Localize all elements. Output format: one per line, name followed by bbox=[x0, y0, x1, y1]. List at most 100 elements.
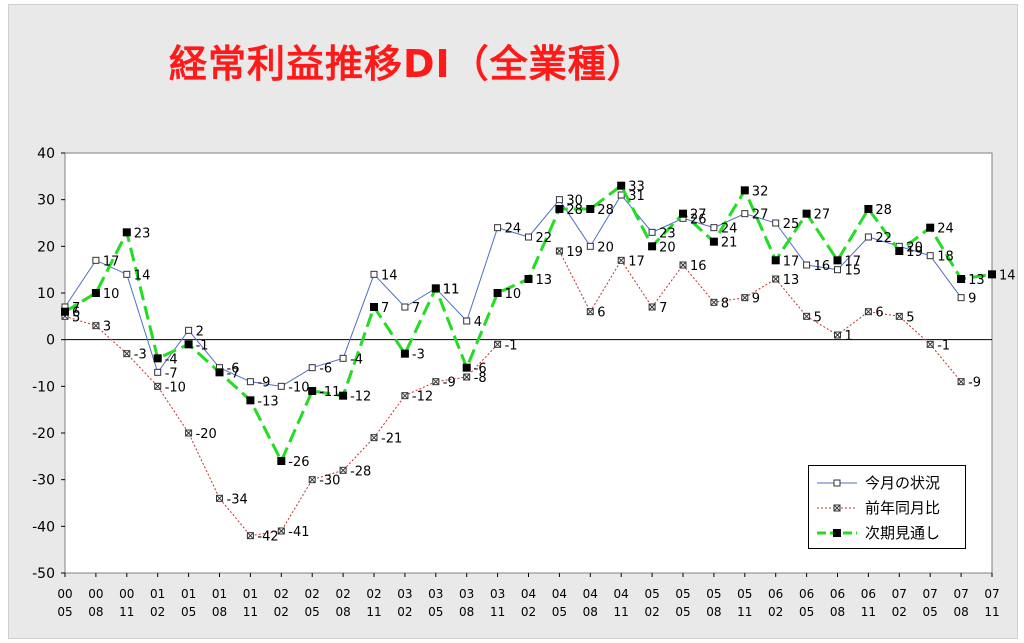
x-tick-label-month: 11 bbox=[984, 605, 999, 619]
data-point bbox=[308, 364, 316, 372]
data-label: -12 bbox=[350, 390, 371, 405]
legend: 今月の状況 前年同月比 次期見通し bbox=[808, 465, 966, 549]
data-point bbox=[525, 233, 532, 241]
data-point bbox=[926, 223, 935, 232]
data-label: -9 bbox=[443, 376, 456, 391]
x-tick-label-month: 05 bbox=[552, 605, 567, 619]
data-label: 33 bbox=[628, 180, 645, 195]
x-tick-label-month: 02 bbox=[892, 605, 907, 619]
data-label: 6 bbox=[875, 306, 883, 321]
data-point bbox=[895, 247, 904, 255]
data-point bbox=[740, 186, 749, 195]
data-label: 27 bbox=[690, 208, 707, 223]
x-tick-label-month: 08 bbox=[706, 605, 721, 619]
data-point bbox=[710, 224, 718, 232]
data-point bbox=[957, 294, 965, 302]
series-line bbox=[64, 194, 962, 387]
data-label: 20 bbox=[597, 240, 614, 255]
data-label: 14 bbox=[381, 268, 398, 283]
y-tick-label: 20 bbox=[37, 239, 55, 255]
data-point-cross bbox=[185, 429, 192, 437]
x-tick-label-month: 08 bbox=[583, 605, 598, 619]
chart-title: 経常利益推移DI（全業種） bbox=[169, 42, 646, 86]
data-label: 4 bbox=[474, 315, 482, 330]
x-tick-label-month: 11 bbox=[737, 605, 752, 619]
data-point-cross bbox=[308, 476, 316, 484]
data-point-cross bbox=[154, 382, 162, 390]
data-label: -10 bbox=[288, 380, 309, 395]
data-label: -8 bbox=[474, 371, 487, 386]
data-point bbox=[772, 219, 780, 227]
data-label: -10 bbox=[165, 380, 186, 395]
data-label: 28 bbox=[566, 203, 583, 218]
data-label: 13 bbox=[536, 273, 553, 288]
x-tick-label-month: 11 bbox=[243, 605, 258, 619]
data-point-cross bbox=[865, 308, 872, 316]
data-point bbox=[339, 391, 348, 400]
data-point bbox=[957, 275, 966, 283]
data-point-cross bbox=[957, 378, 965, 386]
data-point bbox=[308, 387, 317, 395]
data-label: -6 bbox=[227, 362, 240, 377]
series-line bbox=[558, 250, 962, 382]
data-label: -9 bbox=[968, 376, 981, 391]
data-label: 5 bbox=[72, 310, 80, 325]
data-label: 6 bbox=[597, 306, 605, 321]
data-label: 24 bbox=[505, 222, 522, 237]
data-label: 21 bbox=[721, 236, 738, 251]
x-tick-label-month: 02 bbox=[150, 605, 165, 619]
x-tick-label-year: 02 bbox=[366, 587, 381, 601]
data-point bbox=[586, 205, 595, 213]
data-point bbox=[153, 354, 162, 363]
data-label: 28 bbox=[597, 203, 614, 218]
data-label: 26 bbox=[690, 212, 707, 227]
x-tick-label-month: 05 bbox=[57, 605, 72, 619]
data-label: -42 bbox=[257, 530, 278, 545]
data-point bbox=[91, 289, 100, 297]
data-point bbox=[215, 368, 224, 377]
data-point-cross bbox=[216, 494, 223, 502]
x-tick-label-month: 02 bbox=[768, 605, 783, 619]
data-label: 19 bbox=[906, 245, 923, 260]
data-label: -13 bbox=[257, 394, 278, 409]
data-point-cross bbox=[617, 256, 625, 264]
data-label: 27 bbox=[814, 208, 831, 223]
x-tick-label-month: 05 bbox=[675, 605, 690, 619]
x-tick-label-month: 02 bbox=[521, 605, 536, 619]
x-tick-label-year: 02 bbox=[335, 587, 350, 601]
data-point bbox=[370, 303, 378, 311]
data-point bbox=[648, 242, 657, 251]
x-tick-label-year: 04 bbox=[583, 587, 598, 601]
data-point bbox=[154, 368, 162, 376]
data-point-cross bbox=[277, 527, 285, 535]
x-tick-label-year: 00 bbox=[119, 587, 134, 601]
data-label: 7 bbox=[72, 301, 80, 316]
data-point bbox=[617, 181, 626, 190]
data-point bbox=[462, 363, 471, 372]
data-point bbox=[926, 252, 934, 260]
data-point-cross bbox=[741, 294, 749, 302]
x-tick-label-month: 05 bbox=[923, 605, 938, 619]
x-tick-label-year: 04 bbox=[614, 587, 629, 601]
data-label: -21 bbox=[381, 432, 402, 447]
data-label: 2 bbox=[196, 324, 204, 339]
data-label: 16 bbox=[690, 259, 707, 274]
legend-swatch-icon bbox=[817, 528, 857, 537]
x-tick-label-year: 05 bbox=[675, 587, 690, 601]
data-point bbox=[246, 378, 254, 386]
data-point bbox=[864, 205, 873, 213]
x-tick-label-month: 08 bbox=[459, 605, 474, 619]
data-label: 22 bbox=[536, 231, 553, 246]
x-tick-label-year: 04 bbox=[552, 587, 567, 601]
data-point bbox=[277, 457, 286, 465]
data-label: 24 bbox=[721, 222, 738, 237]
x-tick-label-month: 08 bbox=[830, 605, 845, 619]
data-point bbox=[463, 317, 471, 325]
x-tick-label-year: 03 bbox=[459, 587, 474, 601]
x-tick-label-month: 11 bbox=[861, 605, 876, 619]
data-point-cross bbox=[679, 261, 687, 269]
data-label: -26 bbox=[288, 455, 309, 470]
data-label: -11 bbox=[319, 385, 340, 400]
x-tick-label-year: 02 bbox=[274, 587, 289, 601]
data-point-cross bbox=[339, 466, 347, 474]
